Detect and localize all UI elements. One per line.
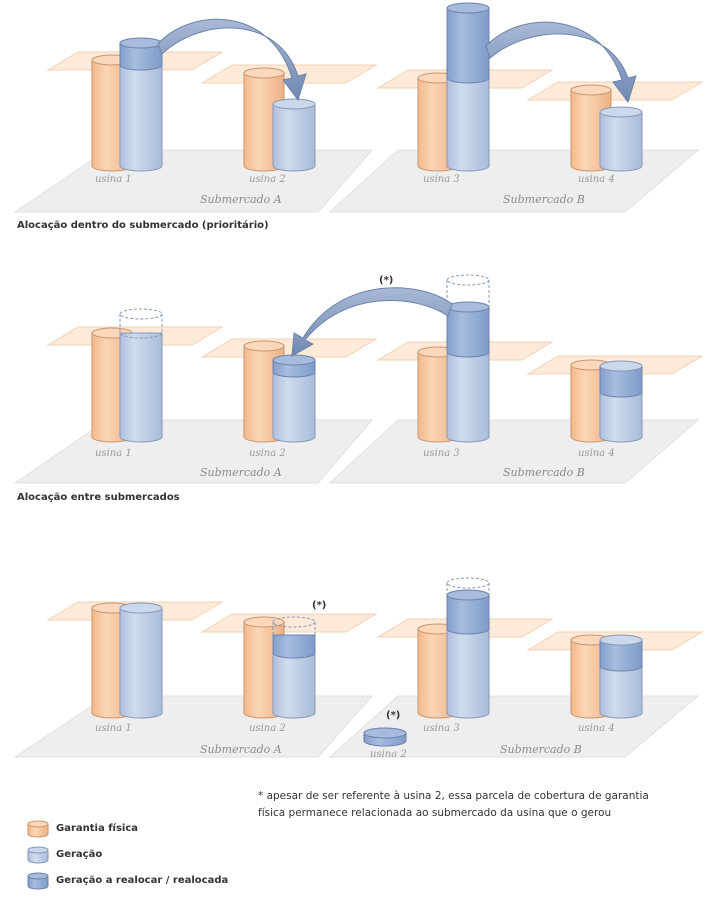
arrow-usina-1-to-usina-2: [157, 18, 307, 102]
market-label-a: Submercado A: [200, 193, 282, 206]
legend-label-realocar: Geração a realocar / realocada: [56, 875, 229, 886]
cylinder-geracao-usina-3: [446, 77, 490, 172]
panel-entre: (*) usina 1 usina 2 usina 3 usina 4 Subm…: [13, 274, 704, 503]
cylinder-realocar-usina-3: [446, 2, 490, 84]
plant-label-2: usina 2: [249, 448, 286, 459]
plant-label-1: usina 1: [95, 174, 132, 185]
cylinder-geracao-usina-4: [599, 665, 643, 719]
footnote-line-1: * apesar de ser referente à usina 2, ess…: [258, 790, 649, 802]
legend-label-geracao: Geração: [56, 849, 103, 860]
cylinder-moved-usina-3: [446, 577, 490, 595]
cylinder-geracao-usina-2: [272, 652, 316, 719]
market-label-b: Submercado B: [500, 743, 582, 756]
floor-submercado-a: [13, 149, 374, 213]
market-label-a: Submercado A: [200, 743, 282, 756]
arrow-usina-3-to-usina-2: [291, 287, 453, 357]
plant-label-1: usina 1: [95, 448, 132, 459]
footnote: * apesar de ser referente à usina 2, ess…: [258, 788, 718, 822]
plane-usina-2: [200, 338, 378, 358]
floor-submercado-a: [13, 419, 374, 484]
legend-swatch-garantia: [27, 820, 49, 838]
legend-label-garantia: Garantia física: [56, 823, 139, 834]
legend-swatch-geracao: [27, 846, 49, 864]
caption-dentro: Alocação dentro do submercado (prioritár…: [17, 219, 269, 231]
cylinder-realocar-usina-1: [119, 37, 163, 71]
cylinder-realocada-usina-2: [272, 98, 316, 172]
plant-label-1: usina 1: [95, 723, 132, 734]
panel-resultado: (*) (*): [13, 577, 704, 760]
legend-swatch-realocar: [27, 872, 49, 890]
plant-label-4: usina 4: [578, 723, 615, 734]
plant-label-3: usina 3: [423, 448, 460, 459]
star-label-usina-2: (*): [312, 600, 326, 611]
cylinder-realocar-usina-3: [446, 589, 490, 635]
cylinder-realocada-usina-4: [599, 360, 643, 398]
cylinder-realocada-usina-4: [599, 106, 643, 172]
market-label-b: Submercado B: [503, 193, 585, 206]
caption-entre: Alocação entre submercados: [17, 492, 180, 503]
plant-label-3: usina 3: [423, 723, 460, 734]
plant-label-4: usina 4: [578, 448, 615, 459]
cylinder-moved-usina-2: [272, 616, 316, 635]
floor-submercado-a: [13, 695, 374, 758]
cylinder-geracao-usina-3: [446, 628, 490, 719]
cylinder-geracao-usina-4: [599, 391, 643, 443]
arrow-usina-3-to-usina-4: [485, 21, 637, 104]
star-label-arrow: (*): [379, 275, 393, 286]
cylinder-geracao-usina-3: [446, 351, 490, 443]
cylinder-geracao-usina-1: [119, 602, 163, 719]
cylinder-parcela-usina-2: [363, 727, 407, 747]
plant-label-parcela: usina 2: [370, 749, 407, 760]
plant-label-2: usina 2: [249, 723, 286, 734]
footnote-line-2: física permanece relacionada ao submerca…: [258, 807, 612, 819]
star-label-parcela: (*): [386, 710, 400, 721]
plant-label-3: usina 3: [423, 174, 460, 185]
plant-label-2: usina 2: [249, 174, 286, 185]
cylinder-realocada-usina-4: [599, 634, 643, 672]
plant-label-4: usina 4: [578, 174, 615, 185]
cylinder-geracao-usina-2: [272, 371, 316, 443]
cylinder-realocar-usina-3: [446, 301, 490, 358]
panel-dentro: usina 1 usina 2 usina 3 usina 4 Submerca…: [13, 2, 704, 231]
cylinder-moved-usina-1: [119, 308, 163, 339]
cylinder-realocada-usina-2: [272, 634, 316, 659]
cylinder-geracao-usina-1: [119, 332, 163, 443]
cylinder-geracao-usina-1: [119, 64, 163, 172]
cylinder-realocada-usina-2: [272, 354, 316, 378]
market-label-a: Submercado A: [200, 466, 282, 479]
market-label-b: Submercado B: [503, 466, 585, 479]
